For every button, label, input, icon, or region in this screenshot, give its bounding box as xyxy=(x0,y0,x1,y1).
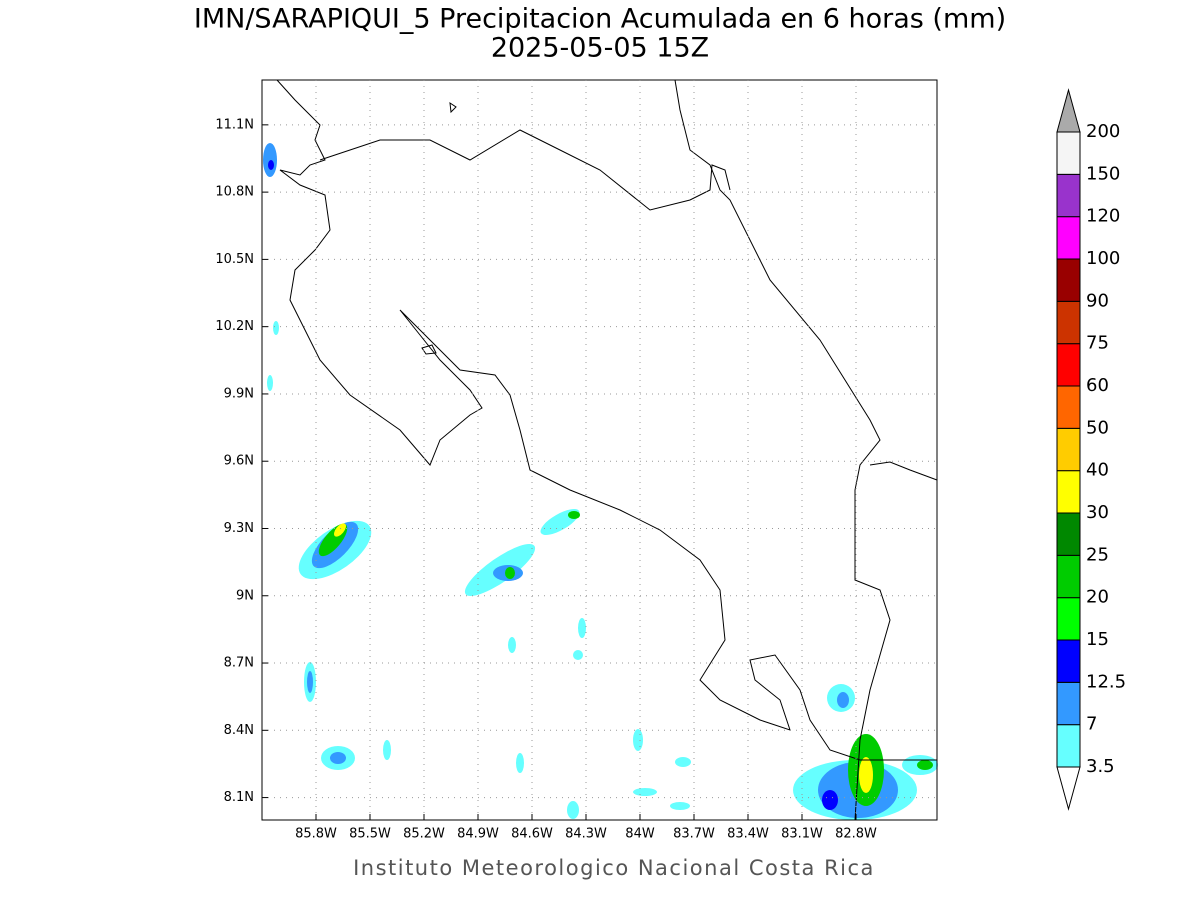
lon-tick-label: 82.8W xyxy=(835,827,877,842)
colorbar-segment xyxy=(1056,385,1081,429)
colorbar-label: 30 xyxy=(1086,502,1109,523)
colorbar-label: 50 xyxy=(1086,417,1109,438)
colorbar-label: 40 xyxy=(1086,460,1109,481)
colorbar-segment xyxy=(1056,724,1081,768)
lon-tick-label: 84.3W xyxy=(565,827,607,842)
footer: Instituto Meteorologico Nacional Costa R… xyxy=(353,856,875,880)
colorbar-under xyxy=(1056,766,1081,811)
colorbar-segment xyxy=(1056,681,1081,726)
colorbar-segment xyxy=(1056,597,1081,641)
lat-tick-label: 10.2N xyxy=(215,319,254,334)
lon-tick-label: 83.7W xyxy=(673,827,715,842)
colorbar-label: 200 xyxy=(1086,121,1120,142)
colorbar-segment xyxy=(1056,554,1081,599)
colorbar-over xyxy=(1056,88,1081,133)
lat-tick-label: 9N xyxy=(236,588,254,603)
colorbar-segment xyxy=(1056,470,1081,514)
colorbar-label: 120 xyxy=(1086,206,1120,227)
lon-tick-label: 85.2W xyxy=(403,827,445,842)
precipitation-field xyxy=(263,143,938,820)
lat-tick-label: 9.9N xyxy=(224,386,254,401)
map-frame xyxy=(261,79,938,821)
colorbar-label: 60 xyxy=(1086,375,1109,396)
lat-tick-label: 9.6N xyxy=(224,454,254,469)
lat-tick-label: 10.5N xyxy=(215,252,254,267)
colorbar-label: 75 xyxy=(1086,333,1109,354)
lat-tick-label: 9.3N xyxy=(224,521,254,536)
coastline xyxy=(276,79,938,821)
colorbar-segment xyxy=(1056,427,1081,472)
colorbar-label: 7 xyxy=(1086,714,1097,735)
lat-tick-label: 10.8N xyxy=(215,185,254,200)
lon-tick-label: 83.1W xyxy=(781,827,823,842)
subtitle: 2025-05-05 15Z xyxy=(491,33,709,64)
lon-tick-label: 85.5W xyxy=(349,827,391,842)
colorbar-label: 25 xyxy=(1086,544,1109,565)
colorbar-label: 12.5 xyxy=(1086,671,1126,692)
colorbar-segment xyxy=(1056,343,1081,387)
colorbar-label: 15 xyxy=(1086,629,1109,650)
colorbar-label: 150 xyxy=(1086,163,1120,184)
colorbar-label: 100 xyxy=(1086,248,1120,269)
lat-tick-label: 11.1N xyxy=(215,117,254,132)
lon-tick-label: 83.4W xyxy=(727,827,769,842)
lon-tick-label: 84W xyxy=(625,827,655,842)
colorbar-segment xyxy=(1056,300,1081,345)
colorbar-segment xyxy=(1056,258,1081,302)
lon-tick-label: 85.8W xyxy=(295,827,337,842)
colorbar-segment xyxy=(1056,216,1081,260)
colorbar-segment xyxy=(1056,131,1081,175)
lat-tick-label: 8.7N xyxy=(224,656,254,671)
lon-tick-label: 84.9W xyxy=(457,827,499,842)
lat-tick-label: 8.1N xyxy=(224,790,254,805)
colorbar-segment xyxy=(1056,639,1081,683)
colorbar-label: 3.5 xyxy=(1086,756,1115,777)
colorbar-segment xyxy=(1056,173,1081,218)
title: IMN/SARAPIQUI_5 Precipitacion Acumulada … xyxy=(194,4,1006,35)
lon-tick-label: 84.6W xyxy=(511,827,553,842)
colorbar-label: 20 xyxy=(1086,587,1109,608)
lat-tick-label: 8.4N xyxy=(224,723,254,738)
colorbar-label: 90 xyxy=(1086,290,1109,311)
colorbar-segment xyxy=(1056,512,1081,556)
